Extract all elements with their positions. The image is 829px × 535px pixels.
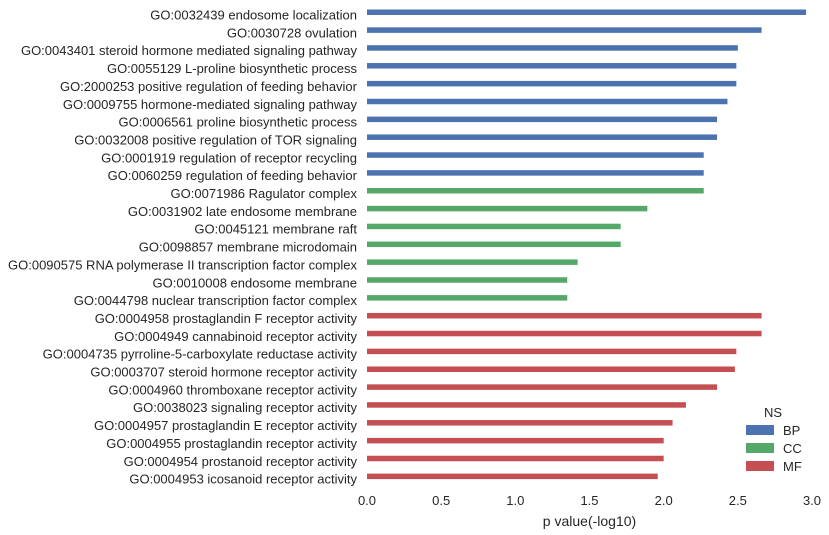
category-label: GO:0004960 thromboxane receptor activity [108,382,357,397]
bar-mf [367,455,664,462]
bar-mf [367,473,658,480]
bar-mf [367,402,686,408]
category-label: GO:0010008 endosome membrane [152,275,357,290]
category-label: GO:0004954 prostanoid receptor activity [124,454,358,469]
bar-bp [367,170,704,176]
bar-mf [367,330,762,337]
x-tick-label: 0.5 [432,493,450,508]
category-label: GO:0004955 prostaglandin receptor activi… [106,436,357,451]
bar-mf [367,437,664,444]
x-tick-label: 2.0 [655,493,673,508]
legend: NS BP CC MF [746,405,802,474]
bar-cc [367,188,704,194]
bar-bp [367,116,718,123]
bar-cc [367,223,621,230]
bar-cc [367,259,578,265]
bar-mf [367,420,673,426]
category-label: GO:0004953 icosanoid receptor activity [129,472,357,487]
category-label: GO:0001919 regulation of receptor recycl… [101,150,357,165]
category-label: GO:0032008 positive regulation of TOR si… [74,132,357,147]
category-label: GO:0032439 endosome localization [150,8,357,23]
category-label: GO:0031902 late endosome membrane [128,204,357,219]
category-label: GO:0098857 membrane microdomain [139,240,357,255]
x-axis-ticks: 0.0 0.5 1.0 1.5 2.0 2.5 3.0 [358,493,821,508]
bar-bp [367,9,807,15]
x-tick-label: 1.0 [506,493,524,508]
bar-cc [367,295,568,301]
x-tick-label: 1.5 [580,493,598,508]
category-label: GO:0004735 pyrroline-5-carboxylate reduc… [43,347,358,362]
bar-mf [367,312,762,319]
legend-title: NS [764,405,782,420]
category-label: GO:0003707 steroid hormone receptor acti… [90,365,357,380]
category-label: GO:0004958 prostaglandin F receptor acti… [95,311,358,326]
bars [367,9,807,480]
legend-swatch-bp [746,425,774,435]
bar-mf [367,384,718,390]
category-label: GO:0044798 nuclear transcription factor … [74,293,358,308]
category-label: GO:0090575 RNA polymerase II transcripti… [8,257,357,272]
category-label: GO:0009755 hormone-mediated signaling pa… [63,97,358,112]
category-label: GO:2000253 positive regulation of feedin… [60,79,358,94]
legend-swatch-cc [746,443,774,453]
bar-mf [367,348,737,355]
bar-mf [367,366,735,372]
legend-swatch-mf [746,461,774,471]
bar-bp [367,80,737,87]
category-label: GO:0055129 L-proline biosynthetic proces… [107,61,358,76]
bar-cc [367,241,621,248]
bar-bp [367,98,728,105]
legend-label-cc: CC [783,441,802,456]
category-label: GO:0030728 ovulation [227,25,357,40]
category-label: GO:0038023 signaling receptor activity [133,400,358,415]
category-label: GO:0043401 steroid hormone mediated sign… [21,43,358,58]
legend-label-mf: MF [783,459,802,474]
bar-cc [367,277,568,283]
category-label: GO:0006561 proline biosynthetic process [119,115,358,130]
bar-bp [367,27,762,33]
x-axis-title: p value(-log10) [543,513,636,529]
bar-bp [367,63,737,69]
category-label: GO:0071986 Ragulator complex [171,186,358,201]
category-label: GO:0045121 membrane raft [194,222,357,237]
bar-cc [367,205,648,212]
bar-bp [367,152,704,158]
bar-bp [367,45,738,51]
category-label: GO:0060259 regulation of feeding behavio… [108,168,358,183]
category-labels: GO:0032439 endosome localization GO:00307… [8,8,358,487]
category-label: GO:0004949 cannabinoid receptor activity [114,329,357,344]
x-tick-label: 0.0 [358,493,376,508]
x-tick-label: 2.5 [729,493,747,508]
x-tick-label: 3.0 [803,493,821,508]
bar-bp [367,134,718,140]
category-label: GO:0004957 prostaglandin E receptor acti… [94,418,358,433]
legend-label-bp: BP [783,423,800,438]
